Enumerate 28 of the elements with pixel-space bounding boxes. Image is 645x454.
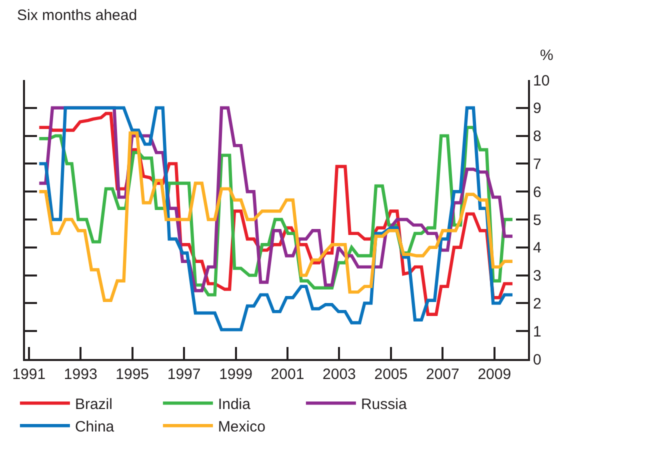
y-tick-label: 2 [533,295,542,312]
x-tick-label: 1997 [167,366,201,383]
x-tick-label: 2003 [322,366,356,383]
y-axis-title: % [540,47,554,64]
x-tick-label: 1995 [116,366,150,383]
legend-label: Russia [360,396,408,413]
legend-label: China [74,418,115,436]
x-tick-label: 2009 [478,366,512,383]
y-tick-label: 3 [533,268,542,285]
y-tick-label: 5 [533,212,542,229]
x-tick-label: 2001 [270,366,304,383]
y-tick-label: 10 [533,72,550,90]
x-tick-label: 2005 [374,366,408,383]
y-tick-label: 0 [533,351,542,368]
legend-label: Mexico [218,418,266,436]
y-tick-label: 7 [533,156,542,173]
chart-title: Six months ahead [17,7,138,24]
x-tick-label: 1999 [219,366,252,383]
y-tick-label: 8 [533,128,542,146]
legend-label: Brazil [74,396,112,413]
y-tick-label: 4 [533,240,542,257]
legend-label: India [218,396,252,413]
y-tick-label: 6 [533,184,542,201]
x-tick-label: 1991 [12,366,46,383]
y-tick-label: 1 [533,323,542,340]
y-tick-label: 9 [533,100,542,118]
x-tick-label: 2007 [426,366,460,383]
x-tick-label: 1993 [64,366,98,383]
